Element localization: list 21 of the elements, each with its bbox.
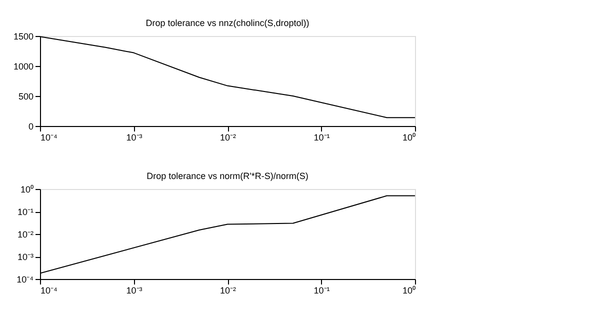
y-tick-label: 10⁰ [20, 184, 34, 194]
y-tick-label: 10⁻² [17, 230, 34, 240]
x-tick-label: 10⁻⁴ [40, 286, 58, 296]
y-tick-label: 10⁻¹ [17, 207, 34, 217]
x-tick-label: 10⁰ [402, 132, 416, 142]
x-tick-label: 10⁻³ [126, 286, 142, 296]
x-tick-label: 10⁻² [220, 286, 236, 296]
x-tick-label: 10⁻² [220, 132, 236, 142]
x-tick-label: 10⁻¹ [314, 132, 330, 142]
y-tick-label: 1000 [13, 62, 34, 72]
chart-title: Drop tolerance vs nnz(cholinc(S,droptol)) [146, 18, 310, 28]
y-tick-label: 500 [18, 92, 34, 102]
x-tick-label: 10⁻³ [126, 132, 142, 142]
x-tick-label: 10⁻⁴ [40, 132, 58, 142]
y-tick-label: 10⁻³ [17, 252, 34, 262]
chart-title: Drop tolerance vs norm(R'*R-S)/norm(S) [146, 171, 308, 181]
y-tick-label: 10⁻⁴ [16, 274, 34, 284]
y-tick-label: 1500 [13, 32, 34, 42]
x-tick-label: 10⁰ [402, 286, 416, 296]
y-tick-label: 0 [28, 122, 34, 132]
x-tick-label: 10⁻¹ [314, 286, 330, 296]
